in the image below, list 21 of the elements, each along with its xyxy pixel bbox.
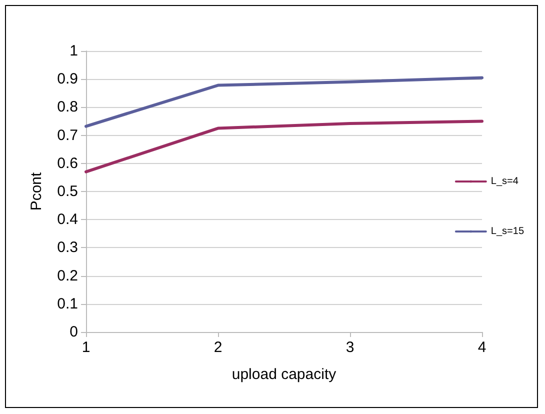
y-axis-title: Pcont xyxy=(28,171,45,211)
y-tick-label: 0.2 xyxy=(57,267,78,284)
y-tick-label: 0.7 xyxy=(57,126,78,144)
legend-label: L_s=4 xyxy=(490,176,519,187)
x-tick-label: 2 xyxy=(214,339,222,356)
x-tick-label: 1 xyxy=(82,339,90,356)
y-tick-label: 0.3 xyxy=(57,239,78,256)
y-tick-label: 0.8 xyxy=(57,98,78,116)
y-tick-label: 1 xyxy=(70,42,78,60)
line-series xyxy=(84,76,484,128)
y-tick-label: 0.1 xyxy=(57,295,78,312)
y-tick-label: 0.9 xyxy=(57,70,78,88)
y-tick-label: 0 xyxy=(70,324,78,340)
x-tick-label: 3 xyxy=(346,339,354,356)
x-axis-title: upload capacity xyxy=(232,366,337,383)
x-tick-label: 4 xyxy=(478,339,486,356)
y-tick-label: 0.4 xyxy=(57,211,78,228)
legend-label: L_s=15 xyxy=(490,226,524,237)
line-series xyxy=(84,120,484,174)
y-tick-label: 0.5 xyxy=(57,183,78,200)
y-tick-label: 0.6 xyxy=(57,154,78,172)
